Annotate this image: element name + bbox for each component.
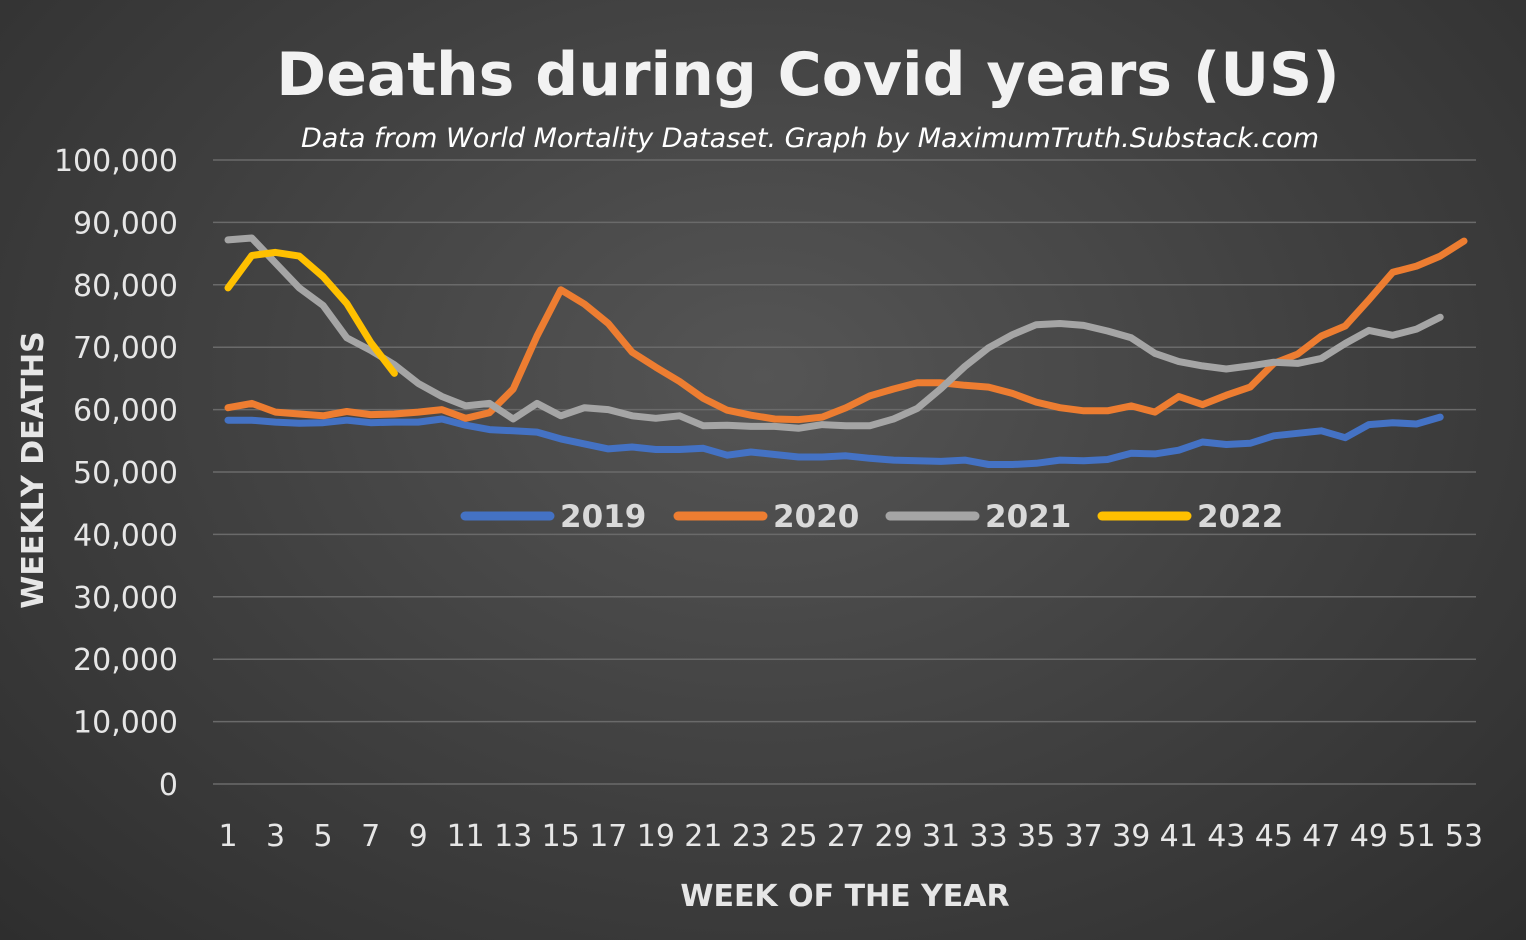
legend-label-2020: 2020: [773, 499, 859, 535]
y-tick-label: 40,000: [73, 518, 178, 553]
gridlines: [213, 159, 1476, 785]
x-tick-label: 19: [637, 819, 675, 854]
y-tick-label: 100,000: [54, 144, 178, 179]
x-tick-label: 1: [218, 819, 237, 854]
x-tick-label: 25: [779, 819, 817, 854]
y-tick-label: 80,000: [73, 269, 178, 304]
x-tick-label: 39: [1112, 819, 1150, 854]
series-line-2020: [224, 237, 1468, 424]
y-tick-label: 90,000: [73, 206, 178, 241]
x-tick-label: 35: [1017, 819, 1055, 854]
x-tick-label: 51: [1397, 819, 1435, 854]
chart-title: Deaths during Covid years (US): [276, 40, 1339, 110]
x-tick-label: 41: [1160, 819, 1198, 854]
x-tick-label: 45: [1255, 819, 1293, 854]
x-tick-label: 7: [361, 819, 380, 854]
x-tick-label: 17: [589, 819, 627, 854]
x-axis-title: WEEK OF THE YEAR: [680, 879, 1009, 914]
x-tick-label: 3: [266, 819, 285, 854]
y-tick-label: 50,000: [73, 456, 178, 491]
x-tick-label: 31: [922, 819, 960, 854]
y-tick-label: 10,000: [73, 706, 178, 741]
series-line-2019: [224, 413, 1444, 468]
series-line-2021: [224, 234, 1444, 432]
x-tick-label: 29: [874, 819, 912, 854]
x-tick-label: 13: [494, 819, 532, 854]
series-lines: [224, 234, 1468, 468]
x-tick-label: 27: [827, 819, 865, 854]
x-tick-label: 33: [970, 819, 1008, 854]
y-tick-label: 60,000: [73, 394, 178, 429]
x-tick-label: 5: [314, 819, 333, 854]
x-tick-label: 9: [409, 819, 428, 854]
x-tick-label: 53: [1445, 819, 1483, 854]
x-tick-label: 15: [542, 819, 580, 854]
x-tick-label: 43: [1207, 819, 1245, 854]
x-axis-tick-labels: 1 3 5 7 9 11 13 15 17 19 21 23 25 27 29 31 33 35 37 39 41 43 4…: [218, 819, 1483, 854]
legend-label-2022: 2022: [1197, 499, 1283, 535]
x-tick-label: 37: [1065, 819, 1103, 854]
x-tick-label: 47: [1302, 819, 1340, 854]
y-axis-title: WEEKLY DEATHS: [16, 331, 51, 608]
y-tick-label: 30,000: [73, 581, 178, 616]
legend-label-2021: 2021: [985, 499, 1071, 535]
y-tick-label: 20,000: [73, 643, 178, 678]
chart-subtitle: Data from World Mortality Dataset. Graph…: [301, 123, 1319, 154]
x-tick-label: 21: [684, 819, 722, 854]
x-tick-label: 11: [447, 819, 485, 854]
series-line-2022: [224, 248, 398, 377]
legend: 2019 2020 2021 2022: [460, 499, 1283, 535]
x-tick-label: 23: [732, 819, 770, 854]
y-axis-tick-labels: 0 10,000 20,000 30,000 40,000 50,000 60,000 70,…: [54, 144, 178, 803]
y-tick-label: 70,000: [73, 331, 178, 366]
legend-label-2019: 2019: [560, 499, 646, 535]
y-tick-label: 0: [159, 768, 178, 803]
x-tick-label: 49: [1350, 819, 1388, 854]
